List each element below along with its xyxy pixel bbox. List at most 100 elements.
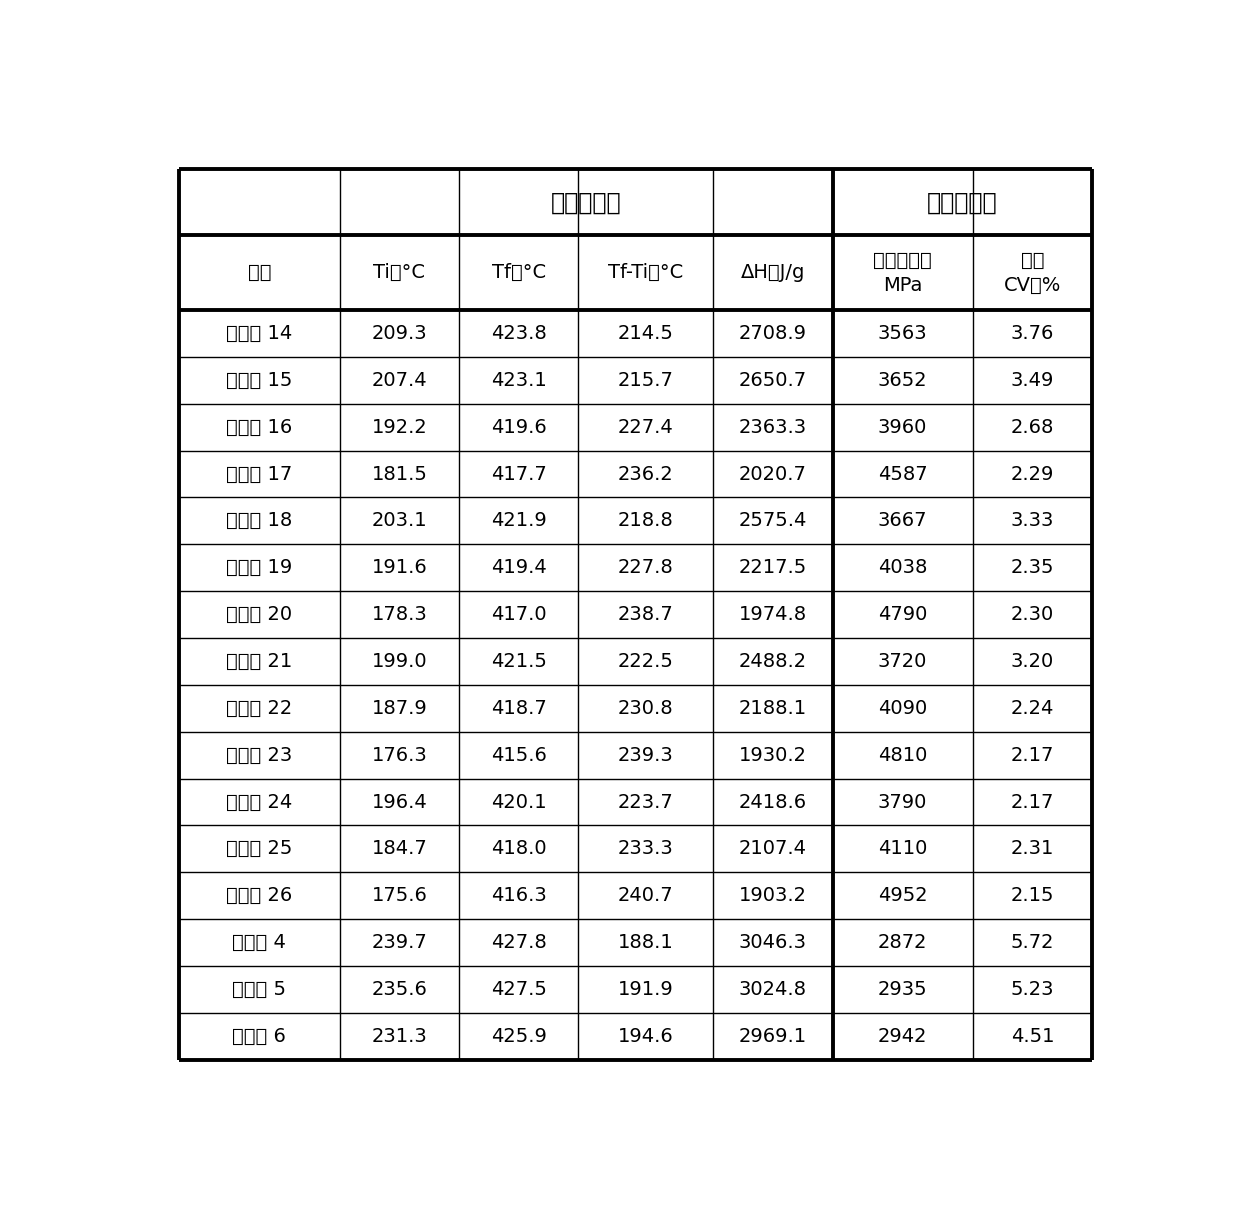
Text: 421.9: 421.9 xyxy=(491,511,547,531)
Text: 2708.9: 2708.9 xyxy=(739,324,807,343)
Text: 碳纤维性能: 碳纤维性能 xyxy=(928,190,998,214)
Text: 拉伸强度，
MPa: 拉伸强度， MPa xyxy=(873,251,932,295)
Text: 417.7: 417.7 xyxy=(491,465,547,483)
Text: Ti，°C: Ti，°C xyxy=(373,263,425,282)
Text: 181.5: 181.5 xyxy=(372,465,428,483)
Text: 2942: 2942 xyxy=(878,1027,928,1045)
Text: 2107.4: 2107.4 xyxy=(739,840,807,858)
Text: 192.2: 192.2 xyxy=(372,417,428,437)
Text: 423.1: 423.1 xyxy=(491,371,547,389)
Text: 199.0: 199.0 xyxy=(372,652,428,671)
Text: 3790: 3790 xyxy=(878,792,928,812)
Text: 3.49: 3.49 xyxy=(1011,371,1054,389)
Text: 191.9: 191.9 xyxy=(618,980,673,999)
Text: 222.5: 222.5 xyxy=(618,652,673,671)
Text: 2418.6: 2418.6 xyxy=(739,792,807,812)
Text: 239.7: 239.7 xyxy=(372,933,428,952)
Text: 419.4: 419.4 xyxy=(491,559,547,577)
Text: 5.23: 5.23 xyxy=(1011,980,1054,999)
Text: 指标: 指标 xyxy=(248,263,272,282)
Text: 3667: 3667 xyxy=(878,511,928,531)
Text: 实施例 15: 实施例 15 xyxy=(226,371,293,389)
Text: 178.3: 178.3 xyxy=(372,605,428,624)
Text: 230.8: 230.8 xyxy=(618,699,673,718)
Text: 4790: 4790 xyxy=(878,605,928,624)
Text: 227.4: 227.4 xyxy=(618,417,673,437)
Text: 231.3: 231.3 xyxy=(372,1027,428,1045)
Text: 比较例 4: 比较例 4 xyxy=(232,933,286,952)
Text: 418.0: 418.0 xyxy=(491,840,547,858)
Text: 209.3: 209.3 xyxy=(372,324,428,343)
Text: 实施例 24: 实施例 24 xyxy=(227,792,293,812)
Text: 实施例 18: 实施例 18 xyxy=(227,511,293,531)
Text: 4.51: 4.51 xyxy=(1011,1027,1054,1045)
Text: 2.30: 2.30 xyxy=(1011,605,1054,624)
Text: 1903.2: 1903.2 xyxy=(739,886,807,905)
Text: 2.29: 2.29 xyxy=(1011,465,1054,483)
Text: 2.15: 2.15 xyxy=(1011,886,1054,905)
Text: 240.7: 240.7 xyxy=(618,886,673,905)
Text: 421.5: 421.5 xyxy=(491,652,547,671)
Text: 2217.5: 2217.5 xyxy=(739,559,807,577)
Text: 194.6: 194.6 xyxy=(618,1027,673,1045)
Text: 227.8: 227.8 xyxy=(618,559,673,577)
Text: 实施例 23: 实施例 23 xyxy=(227,746,293,764)
Text: 218.8: 218.8 xyxy=(618,511,673,531)
Text: 235.6: 235.6 xyxy=(372,980,428,999)
Text: 4038: 4038 xyxy=(878,559,928,577)
Text: 4090: 4090 xyxy=(878,699,928,718)
Text: 415.6: 415.6 xyxy=(491,746,547,764)
Text: 实施例 26: 实施例 26 xyxy=(227,886,293,905)
Text: 4952: 4952 xyxy=(878,886,928,905)
Text: 425.9: 425.9 xyxy=(491,1027,547,1045)
Text: 416.3: 416.3 xyxy=(491,886,547,905)
Text: 1974.8: 1974.8 xyxy=(739,605,807,624)
Text: 2363.3: 2363.3 xyxy=(739,417,807,437)
Text: 3720: 3720 xyxy=(878,652,928,671)
Text: 239.3: 239.3 xyxy=(618,746,673,764)
Text: 2.17: 2.17 xyxy=(1011,792,1054,812)
Text: 3.20: 3.20 xyxy=(1011,652,1054,671)
Text: 176.3: 176.3 xyxy=(372,746,428,764)
Text: 3563: 3563 xyxy=(878,324,928,343)
Text: 2488.2: 2488.2 xyxy=(739,652,807,671)
Text: 223.7: 223.7 xyxy=(618,792,673,812)
Text: 实施例 22: 实施例 22 xyxy=(227,699,293,718)
Text: 2.68: 2.68 xyxy=(1011,417,1054,437)
Text: 4810: 4810 xyxy=(878,746,928,764)
Text: 4110: 4110 xyxy=(878,840,928,858)
Text: 196.4: 196.4 xyxy=(372,792,428,812)
Text: 418.7: 418.7 xyxy=(491,699,547,718)
Text: 2969.1: 2969.1 xyxy=(739,1027,807,1045)
Text: 3.76: 3.76 xyxy=(1011,324,1054,343)
Text: 2.24: 2.24 xyxy=(1011,699,1054,718)
Text: 2188.1: 2188.1 xyxy=(739,699,807,718)
Text: 比较例 5: 比较例 5 xyxy=(232,980,286,999)
Text: 420.1: 420.1 xyxy=(491,792,547,812)
Text: 3024.8: 3024.8 xyxy=(739,980,807,999)
Text: 2.31: 2.31 xyxy=(1011,840,1054,858)
Text: 175.6: 175.6 xyxy=(372,886,428,905)
Text: Tf，°C: Tf，°C xyxy=(492,263,546,282)
Text: 203.1: 203.1 xyxy=(372,511,428,531)
Text: 实施例 25: 实施例 25 xyxy=(226,840,293,858)
Text: 238.7: 238.7 xyxy=(618,605,673,624)
Text: 实施例 17: 实施例 17 xyxy=(227,465,293,483)
Text: 原丝热性能: 原丝热性能 xyxy=(551,190,621,214)
Text: 5.72: 5.72 xyxy=(1011,933,1054,952)
Text: 3652: 3652 xyxy=(878,371,928,389)
Text: 强度
CV，%: 强度 CV，% xyxy=(1003,251,1061,295)
Text: 215.7: 215.7 xyxy=(618,371,673,389)
Text: 4587: 4587 xyxy=(878,465,928,483)
Text: 2.35: 2.35 xyxy=(1011,559,1054,577)
Text: 423.8: 423.8 xyxy=(491,324,547,343)
Text: 2.17: 2.17 xyxy=(1011,746,1054,764)
Text: 3960: 3960 xyxy=(878,417,928,437)
Text: 417.0: 417.0 xyxy=(491,605,547,624)
Text: 191.6: 191.6 xyxy=(372,559,428,577)
Text: 2020.7: 2020.7 xyxy=(739,465,807,483)
Text: 2935: 2935 xyxy=(878,980,928,999)
Text: 214.5: 214.5 xyxy=(618,324,673,343)
Text: 比较例 6: 比较例 6 xyxy=(232,1027,286,1045)
Text: 实施例 14: 实施例 14 xyxy=(227,324,293,343)
